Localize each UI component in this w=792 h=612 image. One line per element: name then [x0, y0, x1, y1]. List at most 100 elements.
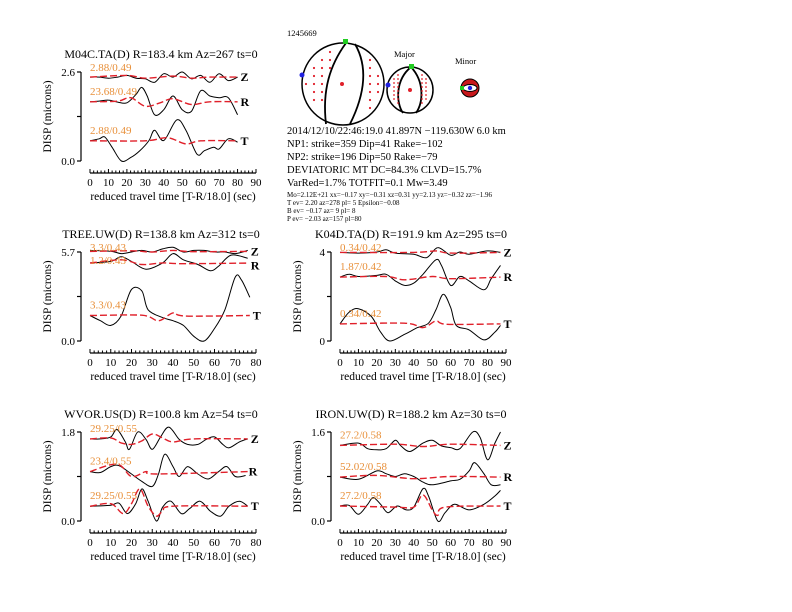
- trace-t: 29.25/0.55 T: [89, 488, 259, 522]
- compression-dot: [368, 74, 372, 78]
- moment-tensor-line: P ev= −2.03 az=157 pl=80: [287, 215, 362, 223]
- mechanism-info: 2014/12/10/22:46:19.0 41.897N −119.630W …: [287, 126, 506, 223]
- compression-dot: [320, 58, 324, 62]
- y-tick-label: 0.0: [61, 336, 75, 348]
- compression-dot: [368, 82, 372, 86]
- y-tick-label: 1.8: [61, 427, 75, 439]
- y-tick-label: 5.7: [61, 247, 75, 259]
- compression-dot: [397, 74, 399, 76]
- component-label: T: [251, 499, 259, 513]
- compression-dot: [397, 94, 399, 96]
- compression-dot: [312, 66, 316, 70]
- t-axis-marker: [343, 39, 348, 44]
- x-tick-label: 60: [209, 537, 221, 549]
- compression-dot: [421, 102, 423, 104]
- y-axis-label: DISP (microns): [292, 440, 304, 512]
- compression-dot: [425, 82, 427, 84]
- moment-tensor-line: Mo=2.12E+21 xx=−0.17 xy=−0.31 xz=0.31 yy…: [287, 191, 493, 199]
- compression-dot: [421, 90, 423, 92]
- x-tick-label: 60: [195, 177, 207, 189]
- mechanism-info-line: 2014/12/10/22:46:19.0 41.897N −119.630W …: [287, 126, 506, 137]
- compression-dot: [421, 86, 423, 88]
- panel-title: M04C.TA(D) R=183.4 km Az=267 ts=0: [64, 47, 257, 61]
- trace-r: 52.02/0.58 R: [339, 461, 512, 487]
- trace-t: 3.3/0.43 T: [89, 274, 261, 342]
- synthetic-waveform: [339, 443, 501, 448]
- x-tick-label: 0: [87, 357, 93, 369]
- amplitude-label: 1.2/0.43: [90, 255, 127, 267]
- x-tick-label: 50: [177, 177, 189, 189]
- waveform-panel: M04C.TA(D) R=183.4 km Az=267 ts=0 0.0 2.6 D…: [42, 47, 262, 203]
- synthetic-waveform: [339, 474, 501, 480]
- observed-waveform: [339, 430, 501, 461]
- x-tick-label: 20: [121, 177, 133, 189]
- compression-dot: [312, 74, 316, 78]
- mechanism-info-line: NP1: strike=359 Dip=41 Rake=−102: [287, 139, 443, 150]
- observed-waveform: [89, 453, 246, 488]
- observed-waveform: [89, 119, 238, 162]
- compression-dot: [368, 98, 372, 102]
- x-axis-label: reduced travel time [T-R/18.0] (sec): [340, 371, 505, 383]
- x-tick-label: 10: [105, 357, 117, 369]
- synthetic-waveform: [339, 275, 501, 281]
- x-tick-label: 70: [230, 537, 242, 549]
- observed-waveform: [339, 293, 501, 342]
- component-label: Z: [241, 70, 249, 84]
- compression-dot: [397, 90, 399, 92]
- compression-dot: [425, 98, 427, 100]
- x-tick-label: 20: [126, 537, 138, 549]
- x-tick-label: 10: [103, 177, 115, 189]
- x-tick-label: 30: [147, 537, 159, 549]
- synthetic-waveform: [89, 259, 248, 266]
- trace-t: 0.34/0.42 T: [339, 293, 511, 342]
- beachball-minor: [460, 78, 480, 98]
- minor-label: Minor: [455, 56, 476, 66]
- panel-title: IRON.UW(D) R=188.2 km Az=30 ts=0: [316, 407, 507, 421]
- compression-dot: [397, 98, 399, 100]
- x-tick-label: 90: [251, 177, 263, 189]
- compression-dot: [368, 58, 372, 62]
- y-axis-label: DISP (microns): [42, 80, 54, 152]
- compression-dot: [425, 90, 427, 92]
- x-tick-label: 40: [168, 357, 180, 369]
- y-tick-label: 4: [320, 247, 326, 259]
- amplitude-label: 52.02/0.58: [340, 461, 388, 473]
- trace-z: 27.2/0.58 Z: [339, 429, 511, 461]
- x-tick-label: 80: [482, 357, 494, 369]
- x-tick-label: 30: [147, 357, 159, 369]
- y-axis-label: DISP (microns): [292, 260, 304, 332]
- compression-dot: [312, 90, 316, 94]
- amplitude-label: 29.25/0.55: [90, 490, 138, 502]
- component-label: T: [503, 317, 511, 331]
- x-axis-label: reduced travel time [T-R/18.0] (sec): [90, 551, 255, 563]
- compression-dot: [421, 74, 423, 76]
- trace-r: 1.2/0.43 R: [89, 253, 260, 272]
- compression-dot: [368, 106, 372, 110]
- y-tick-label: 2.6: [61, 67, 75, 79]
- compression-dot: [328, 66, 332, 70]
- x-tick-label: 10: [353, 357, 365, 369]
- component-label: Z: [251, 244, 259, 258]
- component-label: R: [241, 95, 250, 109]
- waveform-panel: K04D.TA(D) R=191.9 km Az=295 ts=0 0 4 DISP …: [292, 227, 512, 383]
- compression-dot: [393, 86, 395, 88]
- compression-dot: [376, 90, 380, 94]
- y-axis-label: DISP (microns): [42, 260, 54, 332]
- component-label: T: [241, 134, 249, 148]
- beachball-major: [385, 64, 434, 114]
- compression-dot: [304, 82, 308, 86]
- observed-waveform: [89, 488, 248, 522]
- y-tick-label: 0.0: [61, 156, 75, 168]
- compression-dot: [397, 82, 399, 84]
- compression-dot: [397, 78, 399, 80]
- compression-dot: [425, 86, 427, 88]
- waveform-panel: TREE.UW(D) R=138.8 km Az=312 ts=0 0.0 5.7 D…: [42, 227, 262, 383]
- moment-tensor-line: B ev= −0.17 az= 9 pl= 8: [287, 207, 356, 215]
- trace-r: 23.68/0.49 R: [89, 86, 250, 116]
- synthetic-waveform: [339, 250, 501, 254]
- t-axis-marker: [409, 64, 414, 69]
- synthetic-waveform: [89, 96, 238, 108]
- x-tick-label: 30: [390, 357, 402, 369]
- x-tick-label: 0: [337, 357, 343, 369]
